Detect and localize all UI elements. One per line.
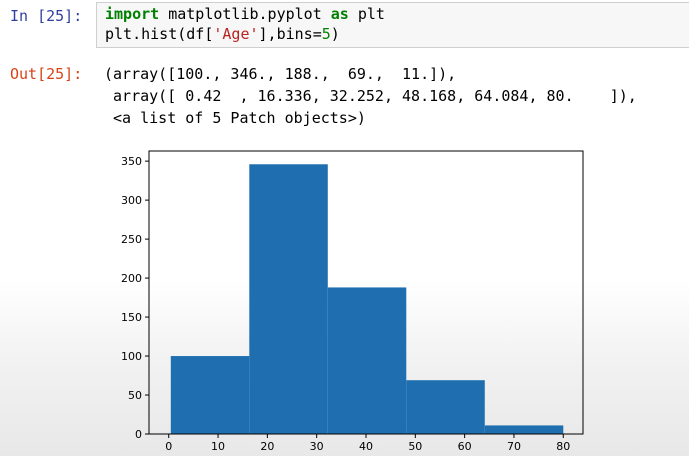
code-text: ) [330,25,340,43]
histogram-bar [327,287,407,434]
code-editor[interactable]: import matplotlib.pyplot as plt plt.hist… [96,2,689,48]
output-line-2: array([ 0.42 , 16.336, 32.252, 48.168, 6… [104,87,637,105]
keyword-import: import [105,5,160,23]
x-tick-label: 70 [507,440,521,453]
input-cell[interactable]: In [25]: import matplotlib.pyplot as plt… [0,0,689,56]
code-line-1: import matplotlib.pyplot as plt [105,4,385,24]
x-tick-label: 40 [359,440,373,453]
histogram-bar [170,356,250,434]
y-tick-label: 350 [121,155,142,168]
code-string: 'Age' [213,25,259,43]
code-text: plt [348,5,385,23]
output-prompt: Out[25]: [10,65,83,83]
input-prompt: In [25]: [10,7,83,25]
y-tick-label: 300 [121,194,142,207]
output-line-3: <a list of 5 Patch objects>) [104,109,366,127]
code-text: ],bins= [258,25,322,43]
x-tick-label: 30 [310,440,324,453]
y-tick-label: 250 [121,233,142,246]
y-tick-label: 0 [135,428,142,441]
histogram-bar [406,380,485,434]
code-text: plt.hist(df[ [105,25,214,43]
histogram-bar [249,164,328,434]
y-tick-label: 200 [121,272,142,285]
code-text: matplotlib.pyplot [159,5,331,23]
x-tick-label: 50 [408,440,422,453]
x-tick-label: 80 [556,440,570,453]
output-line-1: (array([100., 346., 188., 69., 11.]), [104,65,457,83]
x-tick-label: 60 [458,440,472,453]
code-line-2: plt.hist(df['Age'],bins=5) [105,24,340,44]
histogram-bar [484,425,564,434]
code-number: 5 [321,25,331,43]
axes-layer: 0 50 100 150 200 250 300 350 0 10 20 30 40 50 60 70 80 [121,155,570,453]
bars-layer [170,164,564,434]
x-tick-label: 20 [260,440,274,453]
keyword-as: as [330,5,349,23]
x-tick-label: 10 [211,440,225,453]
x-tick-label: 0 [165,440,172,453]
y-tick-label: 50 [128,389,142,402]
histogram-chart: 0 50 100 150 200 250 300 350 0 10 20 30 40 50 60 70 80 [121,150,584,453]
y-tick-label: 150 [121,311,142,324]
y-tick-label: 100 [121,350,142,363]
